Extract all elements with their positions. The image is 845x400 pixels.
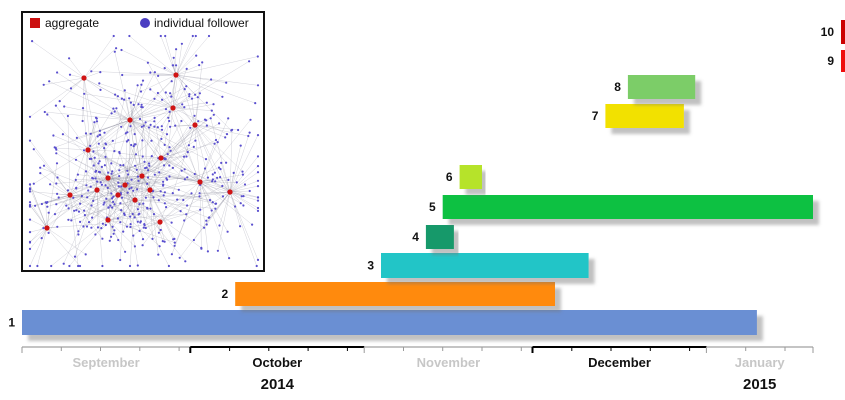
month-label-december: December <box>588 355 651 370</box>
month-label-october: October <box>252 355 302 370</box>
time-axis: September October November December January 2… <box>21 346 814 393</box>
aggregate-legend-label: aggregate <box>45 16 99 30</box>
bar-3 <box>381 253 589 278</box>
bar-label-8: 8 <box>614 80 621 94</box>
year-label-2015: 2015 <box>743 376 776 393</box>
bar-2 <box>235 282 555 306</box>
bar-label-3: 3 <box>367 259 374 273</box>
bar-5 <box>442 195 813 219</box>
bar-1 <box>22 310 757 335</box>
bar-label-1: 1 <box>8 316 15 330</box>
month-label-september: September <box>72 355 139 370</box>
bar-label-4: 4 <box>412 230 419 244</box>
bars-layer: 1 2 3 4 5 6 7 8 9 10 <box>8 20 845 335</box>
bar-9 <box>841 50 845 72</box>
network-aggregate-nodes <box>44 72 233 231</box>
network-edges <box>29 35 259 267</box>
network-inset: aggregate individual follower <box>21 11 265 272</box>
bar-label-7: 7 <box>592 109 599 123</box>
month-label-january: January <box>735 355 786 370</box>
individual-follower-marker-icon <box>140 18 150 28</box>
bar-label-5: 5 <box>429 200 436 214</box>
aggregate-marker-icon <box>30 18 40 28</box>
bar-label-2: 2 <box>222 287 229 301</box>
bar-10 <box>841 20 845 44</box>
bar-4 <box>425 225 454 249</box>
bar-label-9: 9 <box>827 54 834 68</box>
network-graph <box>28 34 260 268</box>
year-label-2014: 2014 <box>261 376 295 393</box>
bar-label-10: 10 <box>821 25 835 39</box>
inset-legend: aggregate individual follower <box>30 16 249 30</box>
bar-8 <box>627 75 696 99</box>
month-label-november: November <box>417 355 481 370</box>
bar-label-6: 6 <box>446 170 453 184</box>
bar-6 <box>459 165 482 189</box>
individual-follower-legend-label: individual follower <box>154 16 249 30</box>
network-follower-nodes <box>28 34 260 268</box>
bar-7 <box>605 104 684 128</box>
